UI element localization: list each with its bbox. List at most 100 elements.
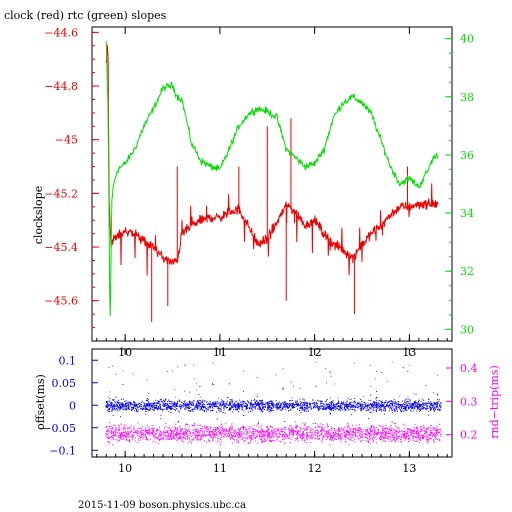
rnd-trip-point <box>412 434 414 436</box>
rnd-trip-point <box>386 437 388 439</box>
offset-point <box>229 401 230 403</box>
rnd-trip-point <box>354 432 355 434</box>
offset-point <box>122 402 124 404</box>
rnd-trip-point <box>429 428 431 430</box>
rnd-trip-point <box>334 383 336 385</box>
rnd-trip-point <box>178 426 180 428</box>
offset-point <box>145 407 147 409</box>
offset-point <box>341 407 343 409</box>
rnd-trip-point <box>384 427 386 429</box>
rnd-trip-point <box>346 434 348 436</box>
offset-point <box>435 405 437 407</box>
top-left-tick-label: −44.8 <box>44 80 78 93</box>
rnd-trip-point <box>221 429 223 431</box>
rnd-trip-point <box>438 423 440 425</box>
rnd-trip-point <box>114 434 116 436</box>
rnd-trip-point <box>223 434 225 436</box>
offset-point <box>262 406 264 408</box>
rnd-trip-point <box>419 442 420 444</box>
rnd-trip-point <box>330 432 332 434</box>
offset-point <box>245 408 247 410</box>
rnd-trip-point <box>257 408 259 410</box>
rnd-trip-point <box>253 433 255 435</box>
rnd-trip-point <box>176 427 178 429</box>
offset-point <box>434 402 435 404</box>
rnd-trip-point <box>120 438 121 439</box>
offset-point <box>150 404 152 406</box>
rnd-trip-point <box>413 393 415 395</box>
rnd-trip-point <box>107 433 109 435</box>
rnd-trip-point <box>182 437 184 438</box>
rnd-trip-point <box>250 432 252 434</box>
offset-point <box>276 408 278 410</box>
rnd-trip-point <box>108 430 110 431</box>
rnd-trip-point <box>307 428 309 430</box>
rnd-trip-point <box>374 427 375 429</box>
rnd-trip-point <box>385 435 387 437</box>
rnd-trip-point <box>436 375 438 377</box>
rnd-trip-point <box>159 435 161 437</box>
rnd-trip-point <box>130 431 132 433</box>
rnd-trip-point <box>329 429 331 431</box>
rnd-trip-point <box>302 433 304 435</box>
rnd-trip-point <box>238 430 240 431</box>
rnd-trip-point <box>114 427 116 429</box>
offset-point <box>272 410 274 411</box>
rnd-trip-point <box>438 429 440 430</box>
offset-point <box>425 408 427 410</box>
offset-point <box>280 403 282 405</box>
rnd-trip-point <box>262 433 264 435</box>
offset-point <box>283 405 285 407</box>
rnd-trip-point <box>408 428 410 430</box>
offset-point <box>157 400 159 402</box>
rnd-trip-point <box>289 442 291 444</box>
offset-point <box>376 390 377 392</box>
rnd-trip-point <box>220 444 222 446</box>
rnd-trip-point <box>111 439 113 441</box>
rnd-trip-point <box>401 436 403 438</box>
offset-point <box>343 407 345 409</box>
offset-point <box>249 403 251 405</box>
rnd-trip-point <box>372 434 374 436</box>
rnd-trip-point <box>277 429 279 431</box>
offset-point <box>185 423 187 425</box>
offset-point <box>214 401 216 403</box>
rnd-trip-point <box>341 427 342 429</box>
rnd-trip-point <box>118 436 120 438</box>
rnd-trip-point <box>275 428 277 430</box>
offset-point <box>189 410 191 412</box>
rnd-trip-point <box>317 434 319 436</box>
offset-point <box>307 407 309 409</box>
rnd-trip-point <box>265 432 267 434</box>
rnd-trip-point <box>225 431 227 433</box>
offset-point <box>341 401 342 403</box>
rnd-trip-point <box>398 428 400 430</box>
rnd-trip-point <box>145 436 147 438</box>
rnd-trip-point <box>164 432 166 434</box>
rnd-trip-point <box>239 431 241 433</box>
rnd-trip-point <box>119 439 121 441</box>
rnd-trip-point <box>431 434 433 436</box>
rnd-trip-point <box>377 429 379 431</box>
rnd-trip-point <box>358 429 360 431</box>
rnd-trip-point <box>258 426 260 428</box>
offset-point <box>316 405 318 407</box>
rnd-trip-point <box>262 440 263 442</box>
rnd-trip-point <box>376 371 377 372</box>
rnd-trip-point <box>180 429 182 431</box>
rnd-trip-point <box>428 434 430 436</box>
rnd-trip-point <box>202 434 204 436</box>
rnd-trip-point <box>299 387 301 389</box>
rnd-trip-point <box>417 431 419 433</box>
offset-point <box>297 405 299 406</box>
offset-point <box>331 400 333 402</box>
rnd-trip-point <box>381 433 383 435</box>
offset-point <box>146 404 148 406</box>
offset-point <box>237 403 239 405</box>
rnd-trip-point <box>247 443 249 444</box>
rnd-trip-point <box>261 429 263 430</box>
rnd-trip-point <box>273 432 275 434</box>
rnd-trip-point <box>380 425 382 427</box>
rnd-trip-point <box>267 427 269 429</box>
offset-point <box>154 404 155 406</box>
